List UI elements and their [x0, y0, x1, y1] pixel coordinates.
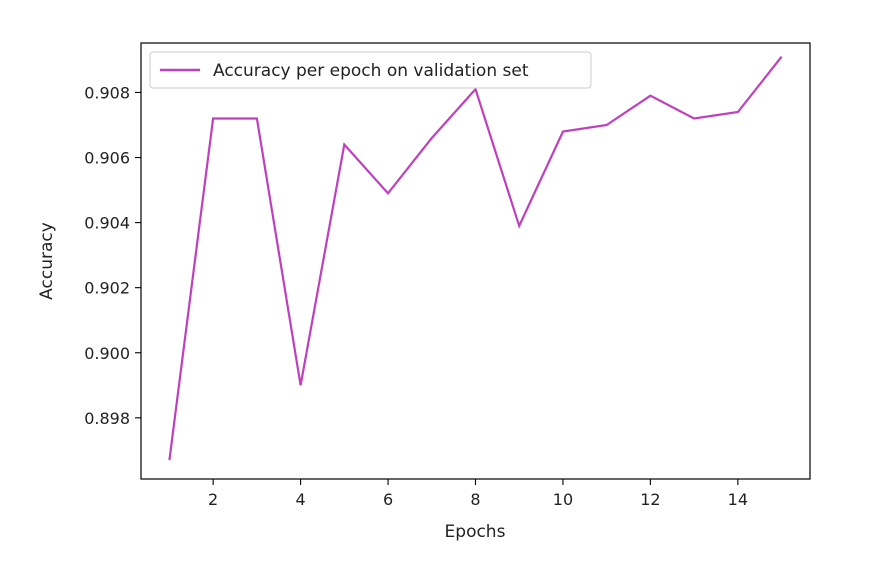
- y-tick-label: 0.898: [84, 409, 130, 428]
- y-tick-label: 0.908: [84, 83, 130, 102]
- x-tick-label: 14: [728, 490, 748, 509]
- x-tick-label: 12: [640, 490, 660, 509]
- x-tick-label: 2: [208, 490, 218, 509]
- legend-box: [149, 51, 592, 89]
- x-tick-label: 4: [296, 490, 306, 509]
- x-axis-ticks: 2 4 6 8 10 12 14: [208, 479, 748, 509]
- y-tick-label: 0.906: [84, 149, 130, 168]
- series-line: [168, 56, 783, 461]
- y-tick-label: 0.902: [84, 279, 130, 298]
- y-tick-label: 0.904: [84, 214, 130, 233]
- series-layer: [168, 56, 783, 461]
- x-tick-label: 6: [383, 490, 393, 509]
- x-tick-label: 10: [553, 490, 573, 509]
- y-tick-label: 0.900: [84, 344, 130, 363]
- y-axis-ticks: 0.898 0.900 0.902 0.904 0.906 0.908: [84, 83, 141, 428]
- plot-area: [141, 43, 810, 479]
- legend-label: Accuracy per epoch on validation set: [213, 61, 529, 81]
- x-tick-label: 8: [470, 490, 480, 509]
- x-axis-label: Epochs: [445, 522, 506, 542]
- legend: Accuracy per epoch on validation set: [149, 51, 592, 89]
- y-axis-label: Accuracy: [37, 222, 57, 300]
